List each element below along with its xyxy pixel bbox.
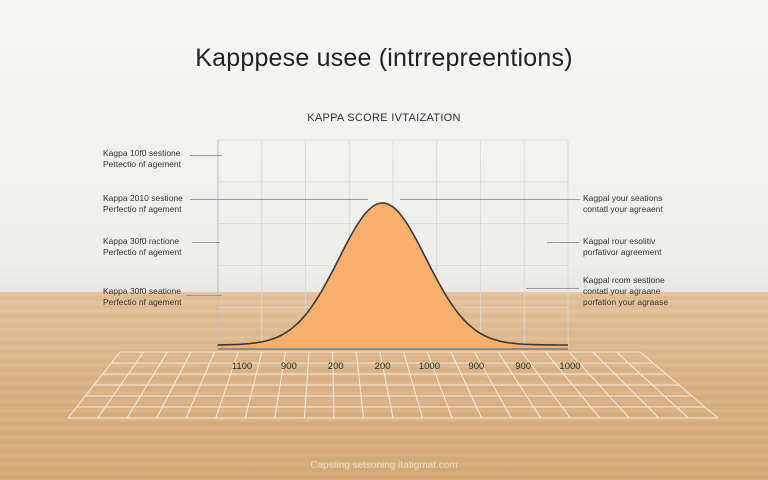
floor-grid-line — [592, 351, 660, 419]
floor-grid-line — [379, 351, 394, 419]
left-label-1: Kagpa 10f0 sestione Pettectio nf agement — [103, 148, 181, 169]
right-connector-1 — [400, 199, 580, 200]
left-connector-2 — [190, 199, 368, 200]
left-label-3: Kappa 30f0 ractione Perfectio nf agement — [103, 236, 182, 257]
x-tick-label: 200 — [375, 361, 391, 372]
chart-subtitle: KAPPA SCORE IVTAIZATION — [307, 112, 461, 124]
left-connector-1 — [190, 155, 222, 156]
floor-grid-line — [185, 351, 216, 419]
right-connector-3 — [526, 288, 579, 289]
floor-grid-line — [474, 351, 512, 419]
floor-grid-line — [156, 351, 192, 419]
left-connector-4 — [186, 295, 222, 296]
curve-line — [217, 202, 568, 346]
x-tick-label: 900 — [468, 361, 484, 372]
floor-grid-line — [403, 351, 424, 419]
right-label-2: Kagpal rour esolitiv porfativor agreement — [583, 236, 662, 257]
x-tick-label: 900 — [515, 361, 531, 372]
floor-grid-line — [215, 351, 239, 419]
x-tick-label: 1100 — [232, 361, 252, 372]
x-tick-label: 900 — [281, 361, 297, 372]
floor-grid-line — [126, 351, 168, 419]
curve-area — [218, 203, 568, 349]
floor-grid-line — [639, 351, 719, 419]
left-connector-3 — [192, 242, 220, 243]
floor-grid-line — [497, 351, 542, 419]
floor-grid-line — [521, 351, 571, 419]
left-label-4: Kappa 30f0 seatione Perfectio nf agement — [103, 286, 182, 307]
floor-grid-line — [97, 351, 145, 419]
floor-grid-line — [568, 351, 630, 419]
left-label-2: Kappa 2010 sestione Perfectio nf agement — [103, 193, 183, 214]
floor-grid-line — [616, 351, 689, 419]
right-connector-2 — [547, 242, 579, 243]
floor-grid-line — [274, 351, 286, 419]
floor-grid-line — [67, 351, 121, 419]
x-tick-labels: 1100 900 200 200 1000 900 900 1000 — [232, 361, 581, 372]
floor-grid — [67, 351, 719, 419]
watermark-text: Capsting setsoning itatigmat.com — [310, 460, 458, 471]
floor-grid-line — [332, 351, 335, 419]
floor-grid-line — [426, 351, 453, 419]
right-label-1: Kagpal your seations contatl your agreaen… — [583, 193, 663, 214]
page-title: Kapppese usee (intrrepreentions) — [195, 44, 573, 72]
distribution-curve — [217, 202, 568, 350]
floor-grid-line — [450, 351, 483, 419]
floor-grid-line — [355, 351, 364, 419]
floor-grid-line — [545, 351, 601, 419]
right-label-3: Kagpal rcom sestione contatl your agraane… — [583, 275, 669, 307]
x-tick-label: 1000 — [419, 361, 440, 372]
floor-grid-line — [303, 351, 310, 419]
x-tick-label: 200 — [328, 361, 344, 372]
floor-grid-line — [244, 351, 263, 419]
x-tick-label: 1000 — [559, 361, 580, 372]
